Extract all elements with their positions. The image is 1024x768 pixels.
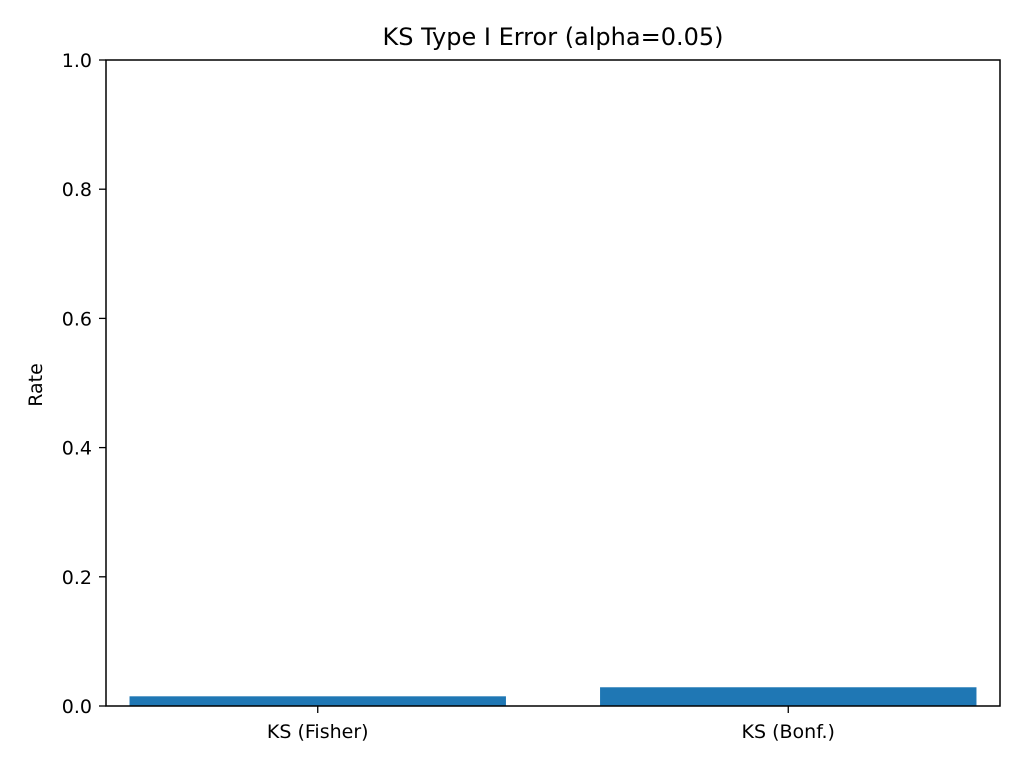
bars-layer	[129, 687, 977, 706]
y-tick-label: 1.0	[62, 50, 92, 72]
bar-1	[600, 687, 977, 706]
plot-frame	[105, 59, 1001, 707]
y-axis-label: Rate	[25, 363, 47, 407]
y-tick-label: 0.4	[62, 438, 92, 460]
x-tick-label: KS (Fisher)	[267, 721, 369, 743]
y-tick-label: 0.2	[62, 567, 92, 589]
x-ticks-layer: KS (Fisher) KS (Bonf.)	[267, 706, 835, 743]
y-tick-label: 0.6	[62, 308, 92, 330]
y-tick-label: 0.8	[62, 179, 92, 201]
y-tick-label: 0.0	[62, 696, 92, 718]
bar-0	[129, 696, 506, 706]
y-ticks-layer: 0.0 0.2 0.4 0.6 0.8 1.0	[62, 50, 106, 718]
x-tick-label: KS (Bonf.)	[742, 721, 835, 743]
chart-title: KS Type I Error (alpha=0.05)	[383, 23, 724, 51]
